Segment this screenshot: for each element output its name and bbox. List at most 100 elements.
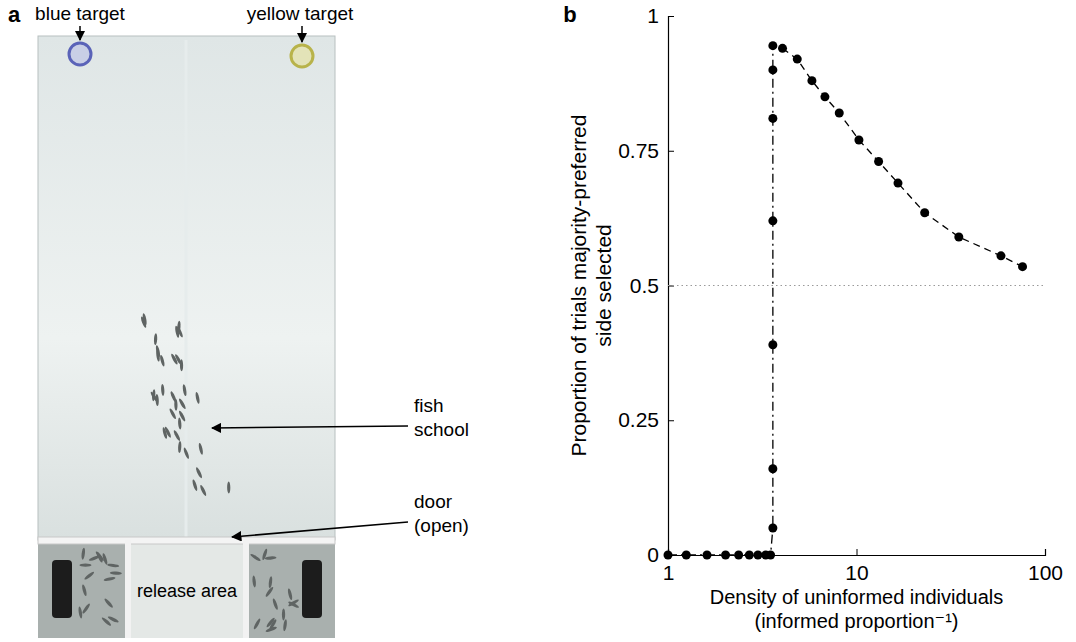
fish	[176, 326, 184, 338]
fish	[287, 588, 293, 600]
data-point	[874, 157, 883, 166]
data-point	[996, 251, 1005, 260]
figure: a release area blue target yellow target fis…	[0, 0, 1076, 642]
fish	[155, 394, 159, 406]
data-point	[721, 551, 730, 560]
y-tick-label: 0	[647, 543, 659, 566]
fish	[170, 391, 178, 403]
x-tick-label: 10	[845, 561, 868, 584]
fish	[81, 548, 86, 560]
y-axis-title: Proportion of trials majority-preferred	[567, 115, 590, 457]
fish	[272, 598, 279, 610]
fish	[199, 484, 207, 496]
fish	[283, 619, 288, 631]
door-label: (open)	[414, 515, 469, 536]
arrow	[301, 26, 303, 42]
data-point	[766, 551, 775, 560]
arrow	[232, 522, 408, 537]
data-point	[702, 551, 711, 560]
data-point	[682, 551, 691, 560]
fish	[81, 603, 91, 615]
fish	[265, 586, 275, 598]
yellow-target-label: yellow target	[247, 3, 354, 24]
fish	[78, 606, 83, 618]
fish	[154, 333, 158, 345]
data-point	[768, 464, 777, 473]
data-point	[768, 65, 777, 74]
y-tick-label: 0.75	[618, 139, 659, 162]
fish	[107, 563, 119, 568]
release-area-label: release area	[137, 581, 238, 601]
fish	[88, 554, 100, 561]
device	[52, 560, 72, 618]
y-tick-label: 0.25	[618, 408, 659, 431]
y-axis: 00.250.50.751	[618, 4, 674, 566]
x-tick: 100	[1028, 549, 1063, 584]
fish	[81, 584, 87, 596]
fish	[152, 389, 156, 401]
data-point	[954, 232, 963, 241]
data-point	[768, 216, 777, 225]
panel-letter: a	[8, 2, 21, 27]
fish	[107, 615, 119, 623]
fish	[227, 481, 230, 493]
release-area-bg	[38, 540, 335, 638]
fish	[195, 467, 203, 479]
fish-school-label: fish	[414, 395, 444, 416]
y-tick-label: 1	[647, 4, 659, 27]
data-point	[793, 55, 802, 64]
data-point	[745, 551, 754, 560]
y-tick: 0	[647, 543, 674, 566]
fish-school-label: school	[414, 419, 469, 440]
fish	[264, 556, 276, 560]
yellow-target	[291, 45, 313, 67]
plot-marks	[664, 41, 1028, 559]
data-point	[734, 551, 743, 560]
fish	[102, 553, 109, 565]
x-tick: 10	[845, 549, 868, 584]
data-point	[854, 135, 863, 144]
y-tick-mark	[668, 420, 674, 421]
door	[38, 537, 335, 544]
blue-target	[69, 43, 91, 65]
fish	[161, 384, 165, 396]
x-axis-title: (informed proportion⁻¹)	[755, 610, 959, 632]
x-tick-mark	[1045, 549, 1046, 555]
fish	[83, 571, 94, 581]
fish	[192, 479, 199, 491]
x-axis: 1 10 100	[663, 549, 1063, 584]
fish	[268, 576, 273, 588]
fish	[164, 426, 172, 438]
panel-a: a release area blue target yellow target fis…	[8, 2, 469, 638]
x-tick-label: 100	[1028, 561, 1063, 584]
fish	[282, 609, 285, 621]
x-tick: 1	[663, 549, 675, 584]
data-point	[768, 524, 777, 533]
fish	[195, 392, 201, 404]
arrow	[212, 426, 408, 428]
series-line	[783, 48, 1023, 266]
arrow	[79, 26, 81, 40]
data-point	[753, 551, 762, 560]
fish	[266, 617, 276, 628]
data-point	[1018, 262, 1027, 271]
divider	[243, 540, 249, 638]
fish	[79, 564, 91, 567]
y-tick-mark	[668, 16, 674, 17]
data-point	[664, 551, 673, 560]
fish	[159, 354, 165, 366]
tank-seam	[185, 40, 188, 540]
panel-letter: b	[563, 2, 576, 27]
fish	[250, 553, 262, 562]
data-point	[835, 109, 844, 118]
fish	[178, 441, 182, 453]
fish	[288, 600, 300, 608]
fish	[182, 384, 187, 396]
fish	[178, 398, 187, 410]
y-tick: 1	[647, 4, 674, 27]
release-area-center	[128, 544, 246, 638]
data-point	[768, 114, 777, 123]
y-axis-title: side selected	[592, 224, 615, 347]
blue-target-label: blue target	[35, 3, 126, 24]
data-point	[893, 179, 902, 188]
